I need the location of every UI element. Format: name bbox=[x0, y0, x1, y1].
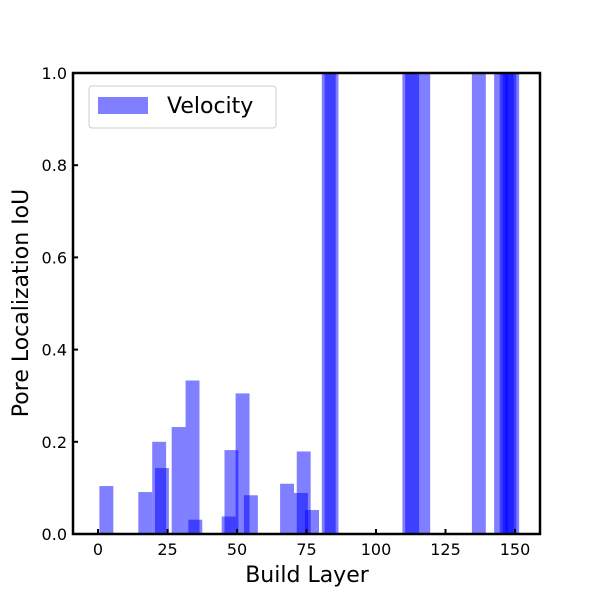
y-tick-label: 0.2 bbox=[42, 433, 67, 452]
bars-group bbox=[99, 73, 520, 534]
legend-box bbox=[88, 85, 277, 129]
y-tick-label: 0.0 bbox=[42, 525, 67, 544]
x-tick-label: 0 bbox=[93, 540, 103, 559]
bar bbox=[471, 73, 486, 534]
x-tick-label: 100 bbox=[361, 540, 392, 559]
legend: Velocity bbox=[88, 85, 277, 129]
y-tick-label: 0.4 bbox=[42, 341, 67, 360]
bar bbox=[280, 483, 294, 534]
bar bbox=[416, 73, 431, 534]
legend-swatch bbox=[98, 97, 148, 114]
y-axis-ticks: 0.0 0.2 0.4 0.6 0.8 1.0 bbox=[42, 64, 78, 544]
x-tick-label: 25 bbox=[157, 540, 177, 559]
y-tick-label: 0.6 bbox=[42, 248, 67, 267]
plot-frame bbox=[71, 71, 542, 536]
bar bbox=[505, 73, 520, 534]
y-tick-label: 1.0 bbox=[42, 64, 67, 83]
x-tick-label: 75 bbox=[296, 540, 316, 559]
bar bbox=[155, 468, 169, 534]
bar bbox=[243, 495, 258, 534]
x-axis-ticks: 0 25 50 75 100 125 150 bbox=[93, 529, 530, 559]
x-tick-label: 50 bbox=[227, 540, 247, 559]
bar bbox=[405, 73, 420, 534]
bar bbox=[188, 519, 203, 534]
y-axis-label: Pore Localization IoU bbox=[9, 189, 34, 417]
bar bbox=[324, 73, 339, 534]
x-tick-label: 125 bbox=[430, 540, 461, 559]
bar bbox=[224, 450, 239, 534]
x-axis-label: Build Layer bbox=[245, 563, 370, 588]
bar bbox=[171, 427, 186, 534]
bar bbox=[99, 486, 114, 534]
y-tick-label: 0.8 bbox=[42, 156, 67, 175]
bar bbox=[305, 510, 320, 534]
bar bbox=[138, 492, 153, 534]
x-tick-label: 150 bbox=[500, 540, 531, 559]
bar bbox=[185, 380, 200, 534]
legend-label: Velocity bbox=[167, 94, 253, 119]
